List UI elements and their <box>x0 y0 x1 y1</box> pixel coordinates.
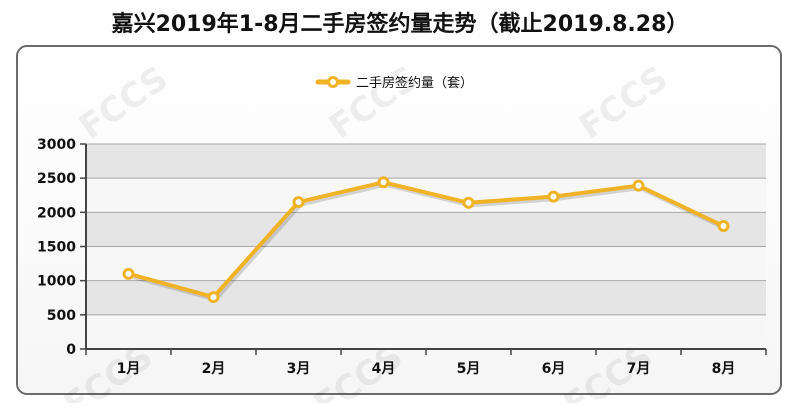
grid-band <box>86 212 766 247</box>
series-layer <box>122 176 730 304</box>
grid-band <box>86 280 766 315</box>
y-tick-label: 3000 <box>37 137 76 153</box>
data-point <box>377 176 390 189</box>
x-tick-label: 2月 <box>202 361 226 377</box>
data-point <box>462 196 475 209</box>
data-point <box>717 220 730 232</box>
grid-band <box>86 144 766 179</box>
data-point <box>547 190 560 203</box>
y-tick-label: 1500 <box>37 240 76 256</box>
grid-band <box>86 314 766 349</box>
chart-title: 嘉兴2019年1-8月二手房签约量走势（截止2019.8.28） <box>112 11 689 37</box>
legend-point-marker <box>327 76 339 88</box>
data-point <box>632 179 645 192</box>
y-tick-label: 0 <box>66 342 76 358</box>
grid-layer <box>86 143 766 350</box>
data-point <box>207 291 220 304</box>
x-tick-label: 3月 <box>287 361 311 377</box>
data-point <box>122 267 135 280</box>
x-tick-label: 4月 <box>372 361 396 377</box>
x-tick-label: 5月 <box>457 361 481 377</box>
x-tick-label: 7月 <box>627 361 651 377</box>
grid-band <box>86 178 766 213</box>
y-tick-label: 500 <box>47 308 76 324</box>
series-line <box>126 180 726 300</box>
y-tick-label: 1000 <box>37 274 76 290</box>
x-tick-label: 8月 <box>712 361 736 377</box>
grid-band <box>86 246 766 281</box>
x-tick-label: 1月 <box>117 361 141 377</box>
legend: 二手房签约量（套） <box>315 75 473 91</box>
legend-label: 二手房签约量（套） <box>356 75 473 91</box>
y-tick-label: 2000 <box>37 205 76 221</box>
axis-layer <box>80 143 767 355</box>
y-axis-labels: 0 500 1000 1500 2000 2500 3000 <box>37 137 76 358</box>
x-axis-labels: 1月 2月 3月 4月 5月 6月 7月 8月 <box>117 361 736 377</box>
data-point <box>292 196 305 209</box>
y-tick-label: 2500 <box>37 171 76 187</box>
x-tick-label: 6月 <box>542 361 566 377</box>
